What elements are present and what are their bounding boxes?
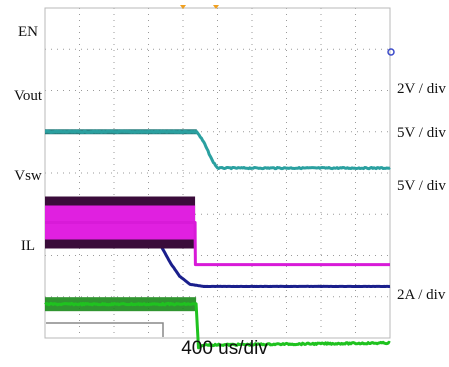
scale-label-il: 2A / div bbox=[397, 287, 446, 303]
trace-vout bbox=[44, 129, 391, 171]
scale-label-vsw: 5V / div bbox=[397, 178, 446, 194]
plot-frame bbox=[44, 7, 391, 339]
channel-ref-marker-icon bbox=[387, 48, 395, 56]
scale-label-en: 2V / div bbox=[397, 81, 446, 97]
channel-label-vout: Vout bbox=[14, 88, 43, 104]
ref-trace bbox=[46, 322, 164, 337]
channel-label-il: IL bbox=[21, 238, 35, 254]
scale-label-vout: 5V / div bbox=[397, 125, 446, 141]
trace-layer bbox=[44, 129, 391, 350]
channel-label-vsw: Vsw bbox=[14, 168, 42, 184]
series-vsw bbox=[44, 196, 391, 267]
trace-il bbox=[44, 301, 391, 350]
series-il bbox=[44, 297, 391, 350]
plot-background bbox=[45, 8, 390, 338]
channel-labels: EN 2V / div Vout 5V / div Vsw 5V / div IL 2A / … bbox=[14, 24, 446, 303]
trigger-marker-icon bbox=[180, 5, 219, 9]
x-axis-caption: 400 us/div bbox=[181, 338, 268, 359]
channel-label-en: EN bbox=[18, 24, 38, 40]
series-vout bbox=[44, 129, 391, 171]
trace-vsw bbox=[44, 221, 391, 267]
